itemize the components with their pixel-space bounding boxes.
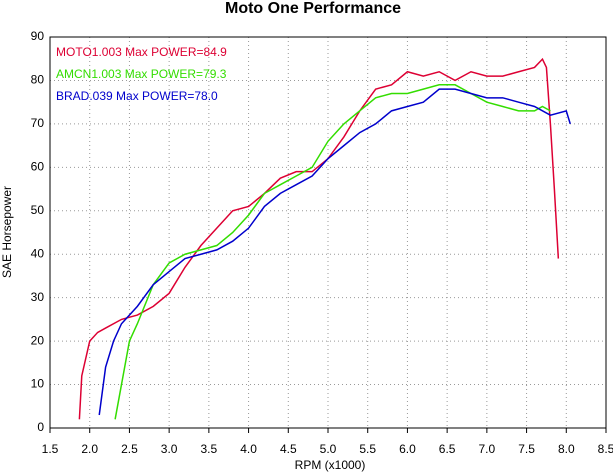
legend-entry: AMCN1.003 Max POWER=79.3 <box>56 67 227 81</box>
legend-entry: MOTO1.003 Max POWER=84.9 <box>56 45 227 59</box>
y-tick-label: 30 <box>31 290 45 304</box>
x-tick-label: 2.5 <box>121 442 138 456</box>
chart-title: Moto One Performance <box>225 0 401 17</box>
x-tick-label: 8.0 <box>558 442 575 456</box>
x-axis-label: RPM (x1000) <box>295 458 366 472</box>
y-tick-label: 90 <box>31 29 45 43</box>
x-tick-label: 3.5 <box>201 442 218 456</box>
x-tick-label: 5.5 <box>359 442 376 456</box>
y-tick-label: 0 <box>37 420 44 434</box>
y-tick-label: 10 <box>31 377 45 391</box>
y-tick-label: 50 <box>31 203 45 217</box>
x-tick-label: 1.5 <box>42 442 59 456</box>
series-line <box>114 84 551 420</box>
y-tick-label: 80 <box>31 73 45 87</box>
x-tick-label: 4.5 <box>280 442 297 456</box>
x-tick-label: 6.5 <box>439 442 456 456</box>
x-tick-label: 7.5 <box>518 442 535 456</box>
y-tick-label: 40 <box>31 246 45 260</box>
x-tick-label: 8.5 <box>598 442 613 456</box>
x-tick-label: 5.0 <box>320 442 337 456</box>
x-tick-label: 7.0 <box>479 442 496 456</box>
x-tick-label: 3.0 <box>161 442 178 456</box>
y-tick-label: 70 <box>31 116 45 130</box>
y-tick-label: 20 <box>31 333 45 347</box>
y-tick-label: 60 <box>31 160 45 174</box>
plot-frame <box>49 36 607 429</box>
x-tick-label: 6.0 <box>399 442 416 456</box>
x-tick-label: 4.0 <box>240 442 257 456</box>
y-axis-label: SAE Horsepower <box>0 186 14 278</box>
x-tick-label: 2.0 <box>81 442 98 456</box>
legend-entry: BRAD.039 Max POWER=78.0 <box>56 89 218 103</box>
series-line <box>98 88 571 416</box>
